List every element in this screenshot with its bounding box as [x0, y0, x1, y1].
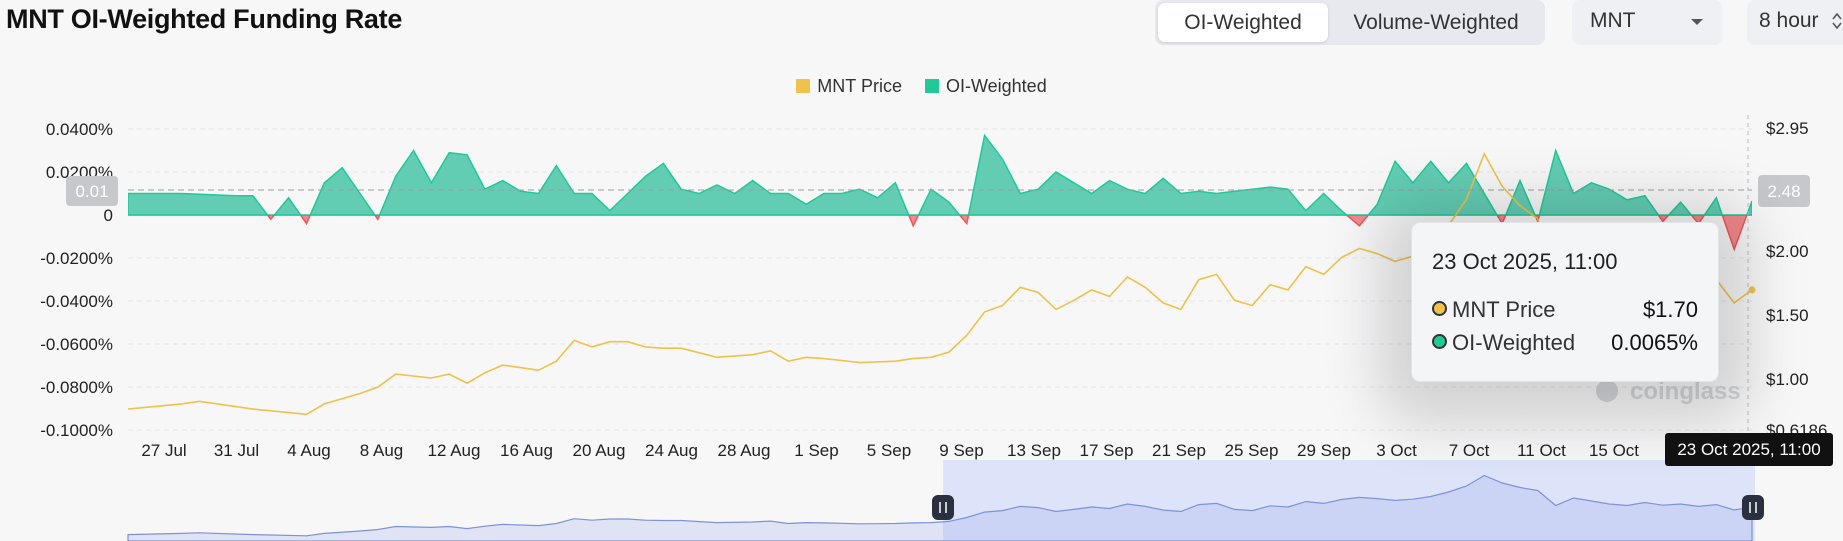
x-axis-tick: 25 Sep [1225, 441, 1279, 460]
x-axis-tick: 12 Aug [428, 441, 481, 460]
left-value-badge [66, 176, 118, 206]
y-axis-left-tick: -0.1000% [40, 421, 113, 440]
navigator-series [127, 474, 1753, 541]
chart-tooltip: 23 Oct 2025, 11:00 MNT Price $1.70 OI-We… [1411, 222, 1719, 382]
tab-oi-weighted[interactable]: OI-Weighted [1158, 3, 1328, 42]
watermark: coinglass [1630, 378, 1741, 405]
y-axis-left-tick: 0 [104, 206, 113, 225]
tooltip-label-price: MNT Price [1452, 297, 1556, 322]
y-axis-right-tick: $1.50 [1766, 306, 1809, 325]
oi-weighted-area-positive [128, 133, 1752, 215]
x-axis-tick: 13 Sep [1007, 441, 1061, 460]
chart-legend: MNT Price OI-Weighted [0, 76, 1843, 97]
x-axis-tick: 1 Sep [794, 441, 838, 460]
x-axis-tick: 16 Aug [500, 441, 553, 460]
tooltip-value-price: $1.70 [1642, 297, 1698, 322]
x-axis-tick: 20 Aug [573, 441, 626, 460]
interval-select-value: 8 hour [1759, 9, 1819, 32]
x-axis-tick: 15 Oct [1589, 441, 1639, 460]
legend-item-price[interactable]: MNT Price [796, 76, 902, 97]
price-dot-icon [1432, 301, 1447, 316]
tab-volume-weighted[interactable]: Volume-Weighted [1353, 11, 1519, 34]
legend-label-oi: OI-Weighted [945, 76, 1047, 96]
tooltip-row-oi: OI-Weighted 0.0065% [1432, 330, 1698, 356]
tooltip-date: 23 Oct 2025, 11:00 [1432, 249, 1618, 274]
x-axis-tick: 28 Aug [718, 441, 771, 460]
x-axis-tick: 7 Oct [1449, 441, 1490, 460]
y-axis-right-tick: $2.95 [1766, 119, 1809, 138]
x-axis-tick: 11 Oct [1517, 441, 1566, 460]
navigator-selection [943, 460, 1755, 541]
right-value-badge [1758, 175, 1810, 207]
legend-label-price: MNT Price [817, 76, 902, 96]
y-axis-left-tick: -0.0800% [40, 378, 113, 397]
x-axis-tick: 8 Aug [360, 441, 404, 460]
tooltip-row-price: MNT Price $1.70 [1432, 297, 1698, 323]
interval-select[interactable]: 8 hour [1747, 0, 1843, 45]
navigator-handle-left[interactable] [932, 495, 954, 520]
sort-arrows-icon [1832, 12, 1842, 30]
tooltip-label-oi: OI-Weighted [1452, 330, 1576, 355]
y-axis-left-tick: -0.0400% [40, 292, 113, 311]
legend-swatch-price [796, 79, 811, 93]
x-axis-tick: 3 Oct [1376, 441, 1417, 460]
x-axis-tick: 4 Aug [287, 441, 331, 460]
weighting-toggle: OI-Weighted Volume-Weighted [1155, 0, 1545, 45]
legend-item-oi[interactable]: OI-Weighted [924, 76, 1047, 97]
coin-select[interactable]: MNT [1572, 0, 1722, 45]
y-axis-right-tick: $1.00 [1766, 370, 1809, 389]
x-axis-tick: 21 Sep [1152, 441, 1206, 460]
y-axis-left-tick: 0.0400% [46, 120, 113, 139]
x-axis-tick: 9 Sep [939, 441, 983, 460]
x-axis-tick: 17 Sep [1080, 441, 1134, 460]
left-value-badge-text: 0.01 [75, 182, 108, 201]
x-axis-tick: 29 Sep [1297, 441, 1351, 460]
right-value-badge-text: 2.48 [1767, 182, 1800, 201]
navigator-handle-right[interactable] [1742, 495, 1764, 520]
mnt-price-line [127, 152, 1753, 416]
x-axis-tick: 5 Sep [867, 441, 911, 460]
x-axis-tick: 31 Jul [214, 441, 259, 460]
x-axis-tick: 27 Jul [141, 441, 186, 460]
caret-down-icon [1691, 19, 1703, 25]
y-axis-right-tick: $2.00 [1766, 242, 1809, 261]
tooltip-value-oi: 0.0065% [1611, 330, 1698, 355]
oi-dot-icon [1432, 334, 1447, 349]
x-cursor-badge: 23 Oct 2025, 11:00 [1665, 433, 1833, 466]
y-axis-left-tick: -0.0200% [40, 249, 113, 268]
y-axis-left-tick: -0.0600% [40, 335, 113, 354]
page-title: MNT OI-Weighted Funding Rate [6, 4, 403, 34]
price-current-point [1748, 286, 1756, 294]
coin-select-value: MNT [1590, 9, 1636, 32]
legend-swatch-oi [924, 79, 939, 93]
coinglass-logo-icon [1596, 380, 1618, 402]
x-axis-tick: 24 Aug [645, 441, 698, 460]
